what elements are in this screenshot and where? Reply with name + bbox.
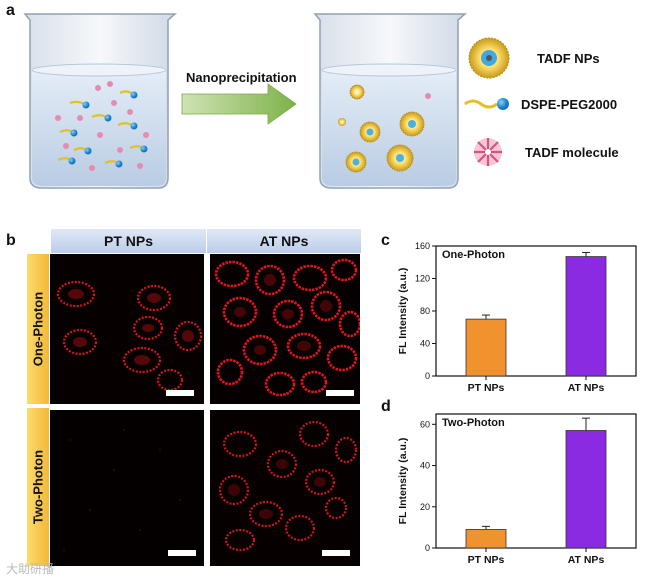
row-header-two-photon: Two-Photon xyxy=(27,408,49,566)
cell-image-pt-two-photon xyxy=(63,429,181,551)
nanoprecipitation-label: Nanoprecipitation xyxy=(186,70,297,85)
bar-chart-two-photon: Two-Photon 0 20 40 60 FL Intensity (a.u.) PT N… xyxy=(397,413,637,566)
column-header-at-nps: AT NPs xyxy=(206,229,361,253)
bar-pt-nps xyxy=(465,529,507,549)
y-axis-label: FL Intensity (a.u.) xyxy=(397,438,409,525)
chart-title: Two-Photon xyxy=(442,417,505,429)
panel-d-letter: d xyxy=(381,398,391,415)
watermark: 大助研播 xyxy=(6,562,55,576)
scale-bar xyxy=(326,390,354,396)
dspe-peg-icon xyxy=(464,98,509,110)
bar-at-nps xyxy=(565,256,607,377)
y-tick-label: 20 xyxy=(420,502,430,512)
dspe-peg-molecules-left xyxy=(57,90,148,168)
nanoprecipitation-arrow xyxy=(181,83,297,125)
tadf-molecule-icon xyxy=(474,138,502,166)
column-header-pt-nps: PT NPs xyxy=(50,229,206,253)
micrograph-at-one-photon xyxy=(210,254,360,404)
scale-bar xyxy=(166,390,194,396)
micrograph-pt-one-photon xyxy=(50,254,204,404)
bar-chart-one-photon: One-Photon 0 40 80 120 160 FL Intensity (a.u.)… xyxy=(397,241,637,394)
row-header-one-photon: One-Photon xyxy=(27,254,49,404)
y-tick-label: 0 xyxy=(425,543,430,553)
bar-pt-nps xyxy=(465,318,507,377)
micrograph-at-two-photon xyxy=(210,410,360,566)
tadf-np-icon xyxy=(468,37,510,79)
legend-label-tadf-nps: TADF NPs xyxy=(537,51,600,66)
cell-image-at-two-photon xyxy=(218,420,358,552)
y-tick-label: 120 xyxy=(415,274,430,284)
y-tick-label: 40 xyxy=(420,461,430,471)
y-tick-label: 40 xyxy=(420,339,430,349)
legend-label-tadf-molecule: TADF molecule xyxy=(525,145,619,160)
y-tick-label: 160 xyxy=(415,241,430,251)
x-tick-label: PT NPs xyxy=(468,382,505,394)
panel-a-letter: a xyxy=(6,2,15,19)
cell-image-at-one-photon xyxy=(214,258,360,397)
beaker-left xyxy=(23,13,178,189)
x-tick-label: AT NPs xyxy=(568,554,605,566)
legend-label-dspe-peg: DSPE-PEG2000 xyxy=(521,97,618,112)
panel-c-letter: c xyxy=(381,232,390,249)
nanoparticles-right xyxy=(338,84,431,173)
scale-bar xyxy=(322,550,350,556)
cell-image-pt-one-photon xyxy=(56,280,203,392)
tadf-molecules-left xyxy=(55,81,149,171)
bar-at-nps xyxy=(565,430,607,549)
y-axis-label: FL Intensity (a.u.) xyxy=(397,268,409,355)
x-tick-label: PT NPs xyxy=(468,554,505,566)
y-tick-label: 80 xyxy=(420,306,430,316)
y-tick-label: 0 xyxy=(425,371,430,381)
micrograph-pt-two-photon xyxy=(50,410,204,566)
x-tick-label: AT NPs xyxy=(568,382,605,394)
chart-title: One-Photon xyxy=(442,249,505,261)
panel-a-illustration xyxy=(23,13,510,189)
y-tick-label: 60 xyxy=(420,419,430,429)
scale-bar xyxy=(168,550,196,556)
panel-b-letter: b xyxy=(6,232,16,249)
